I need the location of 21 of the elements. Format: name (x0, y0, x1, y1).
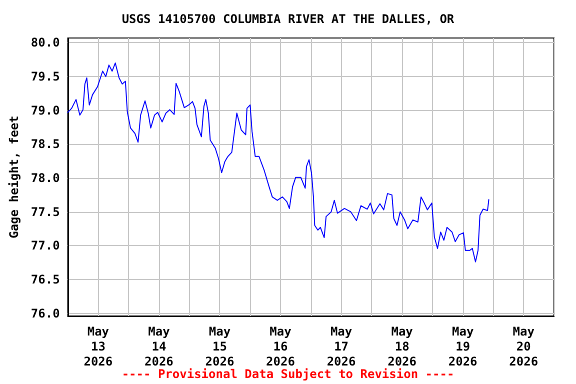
y-tick-label: 79.5 (30, 70, 60, 84)
y-tick-label: 78.0 (30, 171, 60, 186)
x-tick-label: May 15 2026 (205, 324, 234, 368)
x-tick-label: May 20 2026 (509, 324, 538, 368)
x-tick-label: May 14 2026 (144, 324, 174, 368)
y-tick-label: 76.5 (30, 272, 60, 286)
x-tick-label: May 17 2026 (326, 324, 356, 368)
text: ---- Provisional Data Subject to Revision ---- (122, 367, 454, 381)
y-tick-label: 78.5 (30, 137, 60, 152)
chart-title: USGS 14105700 COLUMBIA RIVER AT THE DALLES, OR (122, 12, 455, 26)
y-tick-label: 77.0 (30, 238, 60, 253)
line-series (67, 62, 490, 262)
y-tick-label: 77.5 (30, 204, 60, 219)
x-tick-label: May 16 2026 (266, 324, 295, 368)
y-tick-label: 80.0 (30, 36, 60, 50)
x-tick-label: May 18 2026 (388, 324, 417, 368)
y-tick-label: 76.0 (30, 306, 60, 320)
y-tick-label: 79.0 (30, 103, 60, 118)
y-axis-title: Gage height, feet (7, 116, 21, 238)
x-tick-label: May 19 2026 (448, 324, 478, 368)
x-tick-label: May 13 2026 (84, 324, 113, 368)
